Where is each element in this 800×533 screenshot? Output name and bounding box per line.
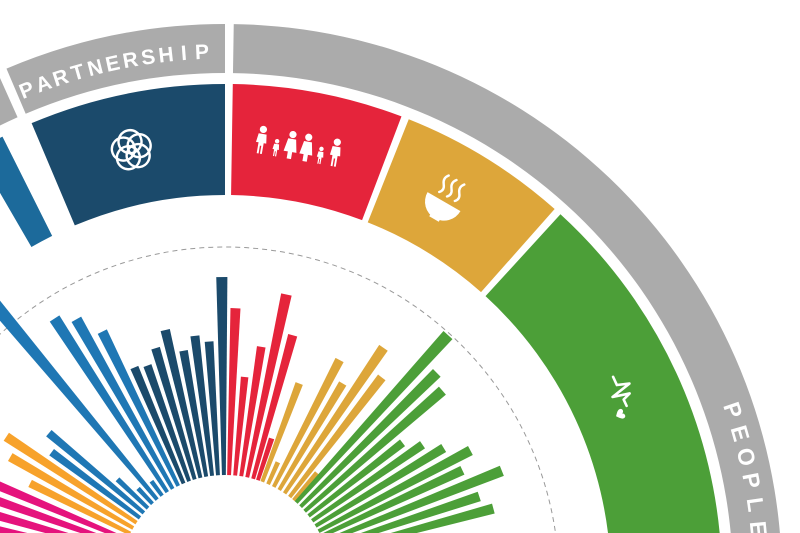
arc-label-letter: P bbox=[194, 41, 209, 65]
segment-sdg17-partnership bbox=[31, 84, 226, 226]
radial-bar bbox=[316, 446, 473, 533]
radial-bar bbox=[294, 331, 453, 505]
radial-bar bbox=[115, 477, 151, 511]
segment-blue bbox=[0, 136, 53, 248]
segment-sdg1-no-poverty bbox=[231, 84, 402, 221]
radial-bar bbox=[0, 497, 97, 533]
arc-label-letter: P bbox=[737, 471, 765, 491]
radial-bar bbox=[204, 341, 220, 477]
radial-bar bbox=[265, 461, 281, 486]
radial-bar bbox=[291, 471, 319, 503]
arc-label-letter: E bbox=[103, 51, 122, 76]
radial-bar bbox=[179, 349, 209, 479]
radial-bar bbox=[28, 479, 132, 533]
sdg-ring-segments bbox=[0, 84, 720, 533]
arc-label-letter: H bbox=[157, 43, 175, 68]
radial-bar bbox=[239, 346, 266, 478]
radial-bar bbox=[160, 328, 203, 480]
bars-orange bbox=[3, 432, 139, 533]
arc-label-letter: R bbox=[121, 48, 140, 73]
radial-bar bbox=[310, 441, 426, 523]
radial-bar bbox=[277, 381, 347, 492]
arc-label-letter: E bbox=[726, 422, 755, 444]
segment-sdg2-zero-hunger bbox=[367, 119, 555, 293]
radial-bar bbox=[227, 308, 241, 477]
arc-label-letter: A bbox=[33, 71, 55, 98]
radial-bar bbox=[3, 432, 139, 525]
sdg2-bowl-icon bbox=[425, 174, 466, 222]
arc-label-letter: O bbox=[732, 445, 761, 468]
radial-bar bbox=[287, 374, 386, 499]
radial-bar bbox=[0, 526, 28, 533]
radial-bar bbox=[149, 479, 165, 498]
radial-bar bbox=[298, 368, 441, 509]
segment-sdg3-good-health bbox=[485, 214, 720, 533]
radial-bar bbox=[0, 481, 117, 533]
bars-green bbox=[294, 331, 504, 533]
arc-label-letter: L bbox=[742, 496, 770, 514]
radial-bar bbox=[46, 429, 146, 515]
radial-bar bbox=[260, 382, 303, 484]
radial-bar bbox=[130, 365, 186, 486]
radial-bar bbox=[49, 315, 170, 495]
radial-bar bbox=[71, 316, 175, 491]
radial-bar bbox=[390, 503, 495, 533]
bars-red bbox=[227, 293, 298, 482]
outer-gray-bands bbox=[0, 24, 780, 533]
arc-label-letter: R bbox=[50, 65, 72, 92]
radial-bar bbox=[313, 444, 447, 529]
radial-bar bbox=[302, 386, 446, 514]
radial-bar bbox=[97, 329, 181, 488]
radial-bar bbox=[360, 491, 481, 533]
radial-bar bbox=[339, 465, 504, 533]
radial-bars bbox=[0, 277, 504, 533]
arc-label-letter: E bbox=[745, 520, 772, 533]
peace-band bbox=[0, 78, 18, 126]
radial-bar bbox=[323, 465, 465, 533]
bars-yellow bbox=[260, 344, 388, 503]
radial-bar bbox=[233, 376, 249, 477]
radial-bar bbox=[0, 511, 69, 533]
radial-bar bbox=[216, 277, 228, 477]
radial-bar bbox=[245, 293, 292, 479]
sdg17-wheel-icon bbox=[110, 128, 152, 171]
radial-bar bbox=[136, 486, 155, 506]
bars-navy bbox=[130, 277, 228, 486]
radial-bar bbox=[143, 364, 192, 483]
radial-bar bbox=[7, 453, 136, 531]
arc-label-letter: I bbox=[180, 42, 188, 65]
radial-bar bbox=[255, 437, 275, 482]
radial-bar bbox=[151, 346, 197, 481]
arc-label-letter: T bbox=[68, 60, 87, 86]
radial-bar bbox=[271, 357, 344, 489]
radial-bar bbox=[251, 333, 298, 481]
radial-bar bbox=[0, 300, 160, 502]
radial-bar bbox=[49, 449, 142, 520]
arc-label-letter: S bbox=[140, 45, 157, 70]
radial-bar bbox=[306, 439, 406, 519]
arc-label-letter: N bbox=[85, 55, 105, 81]
bars-magenta bbox=[0, 481, 117, 533]
sdg1-family-icon bbox=[255, 125, 341, 167]
sdg3-health-icon bbox=[611, 375, 631, 419]
center-hole bbox=[130, 475, 320, 533]
partnership-band bbox=[6, 24, 225, 114]
bars-cerulean bbox=[0, 300, 181, 520]
people-band bbox=[232, 24, 780, 533]
radial-bar bbox=[190, 335, 215, 478]
radial-bar bbox=[282, 344, 388, 496]
